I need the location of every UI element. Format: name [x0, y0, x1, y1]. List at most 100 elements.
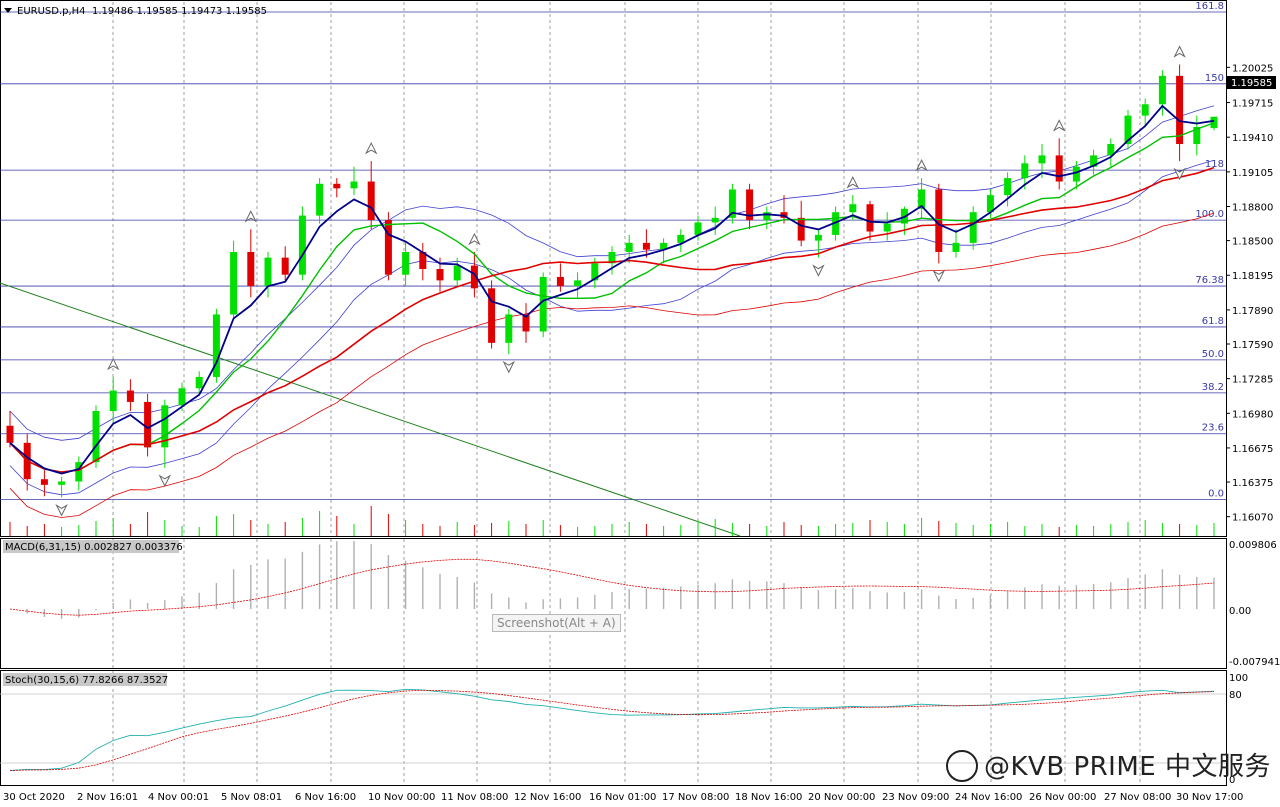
candle-body[interactable]: [419, 251, 427, 269]
time-label: 17 Nov 08:00: [662, 792, 729, 803]
candle-body[interactable]: [918, 189, 926, 209]
candle-body[interactable]: [367, 181, 375, 221]
fib-level-label: 118: [1205, 159, 1224, 170]
stoch-axis-100: 100: [1229, 673, 1248, 684]
fractal-up-marker: [106, 357, 120, 371]
candle-body[interactable]: [1055, 155, 1063, 182]
candle-body[interactable]: [814, 234, 822, 241]
candle-body[interactable]: [6, 425, 14, 443]
candle-body[interactable]: [694, 222, 702, 235]
candle-body[interactable]: [350, 181, 358, 189]
trendline-line[interactable]: [0, 282, 741, 537]
candle-body[interactable]: [470, 265, 478, 289]
dropdown-triangle-icon[interactable]: [4, 8, 12, 13]
candle-body[interactable]: [952, 242, 960, 252]
candle-body[interactable]: [75, 462, 83, 482]
candle-body[interactable]: [728, 189, 736, 218]
candle-body[interactable]: [625, 242, 633, 252]
price-label: 1.19715: [1232, 99, 1273, 110]
candle-body[interactable]: [195, 376, 203, 389]
candle-body[interactable]: [677, 234, 685, 243]
stoch-main-line: [9, 688, 1215, 771]
candle-body[interactable]: [1004, 178, 1012, 196]
candle-body[interactable]: [797, 217, 805, 241]
candle-body[interactable]: [298, 215, 306, 275]
fib-level-label: 50.0: [1202, 349, 1224, 360]
candle-body[interactable]: [1124, 115, 1132, 145]
candle-body[interactable]: [161, 405, 169, 448]
candle-body[interactable]: [453, 265, 461, 281]
time-label: 16 Nov 01:00: [589, 792, 656, 803]
candle-body[interactable]: [230, 251, 238, 315]
fib-level-label: 76.38: [1195, 275, 1224, 286]
candle-body[interactable]: [522, 314, 530, 332]
candle-body[interactable]: [746, 189, 754, 221]
candle-body[interactable]: [849, 204, 857, 213]
volume-bars: [9, 506, 1215, 536]
fib-level-label: 38.2: [1202, 382, 1224, 393]
price-label: 1.16675: [1232, 444, 1273, 455]
candle-body[interactable]: [866, 204, 874, 232]
trendline: [0, 282, 741, 537]
fractal-up-marker: [1173, 45, 1186, 58]
candle-body[interactable]: [505, 314, 513, 343]
candle-body[interactable]: [212, 314, 220, 377]
current-price-tag: [1227, 76, 1276, 89]
candle-body[interactable]: [832, 212, 840, 235]
candle-body[interactable]: [763, 212, 771, 221]
fib-level-label: 161.8: [1195, 1, 1224, 12]
candle-body[interactable]: [126, 390, 134, 402]
candle-body[interactable]: [539, 276, 547, 332]
candle-body[interactable]: [608, 251, 616, 264]
candle-body[interactable]: [436, 269, 444, 281]
candle-body[interactable]: [144, 401, 152, 448]
candle-body[interactable]: [1210, 116, 1218, 129]
candle-body[interactable]: [1158, 75, 1166, 105]
price-label: 1.18800: [1232, 203, 1273, 214]
ma-red-line: [9, 166, 1215, 473]
candle-body[interactable]: [58, 481, 66, 485]
candle-body[interactable]: [1141, 104, 1149, 116]
price-label: 1.16070: [1232, 513, 1273, 524]
watermark-text: @KVB PRIME 中文服务: [984, 752, 1271, 782]
candle-body[interactable]: [316, 183, 324, 216]
time-label: 4 Nov 00:01: [148, 792, 209, 803]
envelope-bands: [9, 105, 1215, 518]
price-label: 1.18195: [1232, 271, 1273, 282]
candle-body[interactable]: [969, 212, 977, 243]
time-axis: 30 Oct 2020 2 Nov 16:01 4 Nov 00:01 5 Nov 0…: [3, 792, 1243, 803]
candle-body[interactable]: [247, 251, 255, 287]
candle-body[interactable]: [384, 220, 392, 275]
fractal-up-marker: [364, 141, 378, 155]
candle-body[interactable]: [591, 263, 599, 281]
candle-body[interactable]: [711, 217, 719, 223]
candle-body[interactable]: [1021, 163, 1029, 179]
candle-body[interactable]: [660, 242, 668, 250]
candle-body[interactable]: [935, 189, 943, 252]
candle-body[interactable]: [281, 257, 289, 275]
current-price-label: 1.19585: [1231, 78, 1272, 89]
candle-body[interactable]: [488, 288, 496, 343]
price-label: 1.16980: [1232, 409, 1273, 420]
candle-body[interactable]: [1038, 155, 1046, 164]
candle-body[interactable]: [333, 183, 341, 189]
candle-body[interactable]: [574, 280, 582, 287]
candle-body[interactable]: [1193, 126, 1201, 145]
candle-body[interactable]: [883, 223, 891, 232]
candle-body[interactable]: [1090, 155, 1098, 167]
candle-body[interactable]: [40, 479, 48, 485]
candle-body[interactable]: [402, 251, 410, 275]
candle-body[interactable]: [556, 276, 564, 287]
candle-body[interactable]: [1107, 144, 1115, 156]
candle-body[interactable]: [1176, 75, 1184, 145]
candle-body[interactable]: [986, 195, 994, 213]
candle-body[interactable]: [264, 257, 272, 287]
candle-body[interactable]: [109, 390, 117, 412]
candle-body[interactable]: [1072, 166, 1080, 182]
price-label: 1.17590: [1232, 340, 1273, 351]
candle-body[interactable]: [642, 242, 650, 250]
candle-body[interactable]: [92, 411, 100, 463]
price-label: 1.16375: [1232, 478, 1273, 489]
candle-body[interactable]: [178, 388, 186, 406]
